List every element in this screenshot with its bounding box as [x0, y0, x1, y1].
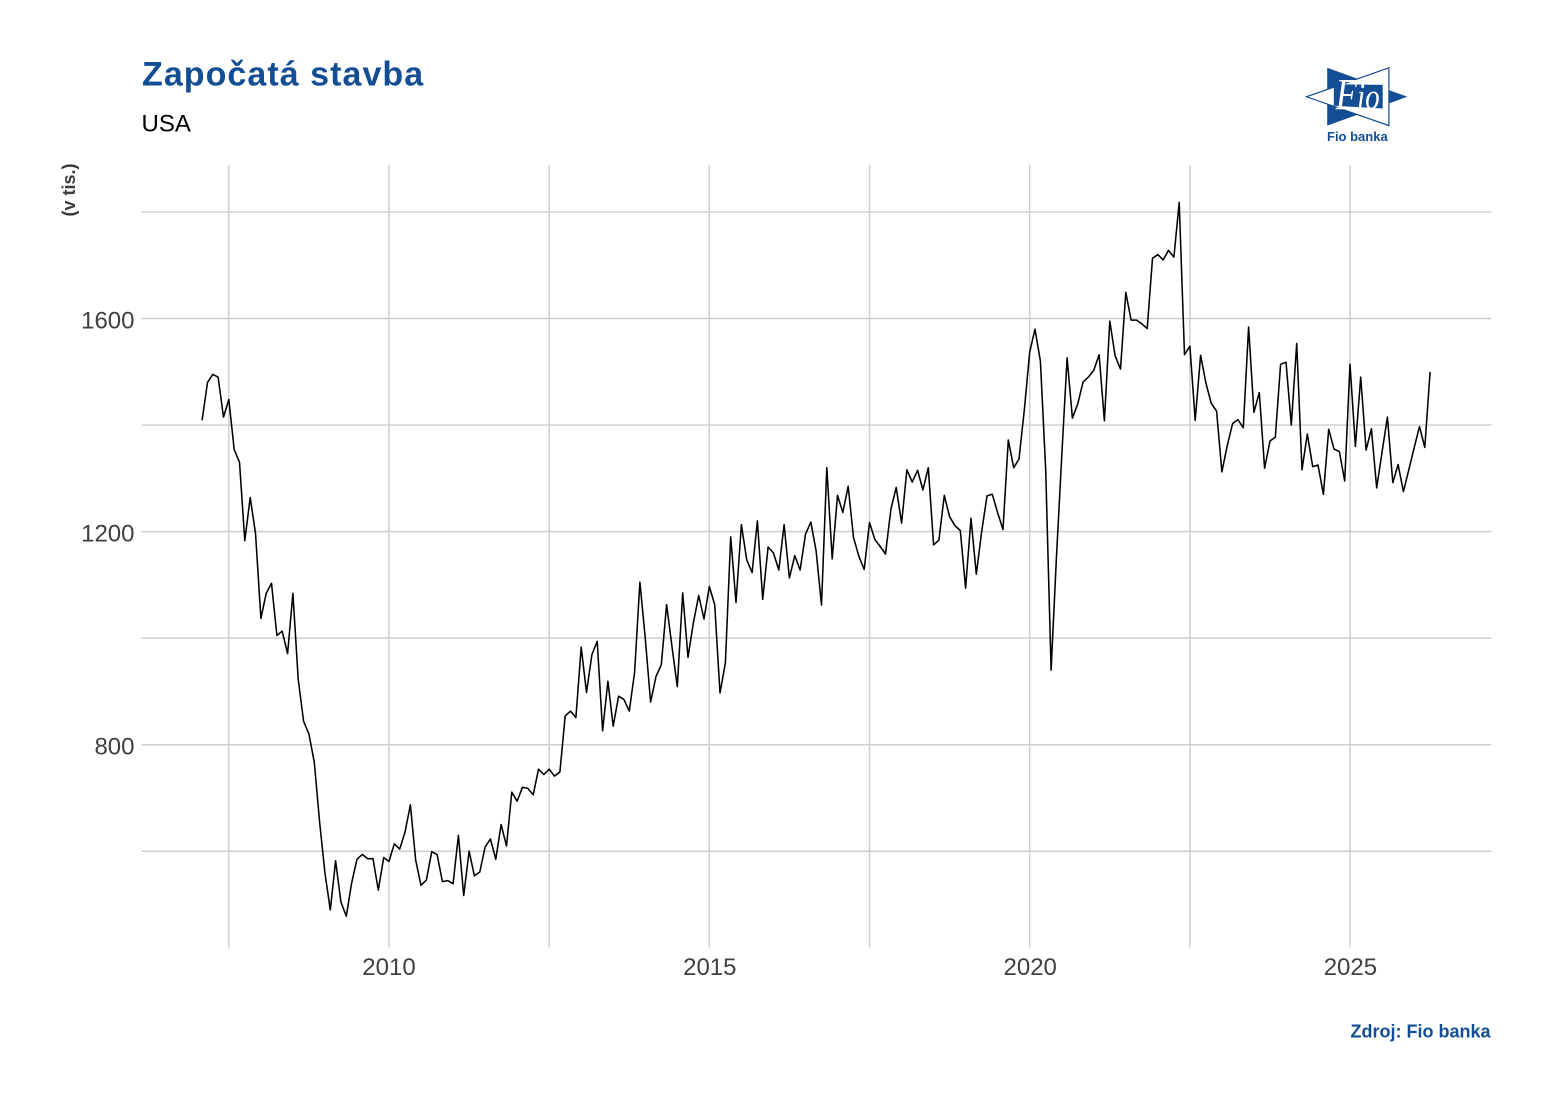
svg-text:2015: 2015 — [683, 954, 736, 981]
svg-text:2020: 2020 — [1004, 954, 1057, 981]
svg-text:2010: 2010 — [362, 954, 415, 981]
svg-text:Zdroj: Fio banka: Zdroj: Fio banka — [1350, 1021, 1491, 1041]
svg-text:1600: 1600 — [81, 308, 134, 335]
svg-text:2025: 2025 — [1324, 954, 1377, 981]
svg-text:(v tis.): (v tis.) — [59, 163, 79, 216]
svg-text:Fio banka: Fio banka — [1327, 129, 1388, 144]
svg-text:800: 800 — [94, 734, 134, 761]
svg-text:USA: USA — [142, 111, 191, 138]
svg-text:Započatá stavba: Započatá stavba — [142, 56, 424, 94]
svg-text:Fio: Fio — [1335, 70, 1380, 119]
svg-text:1200: 1200 — [81, 521, 134, 548]
